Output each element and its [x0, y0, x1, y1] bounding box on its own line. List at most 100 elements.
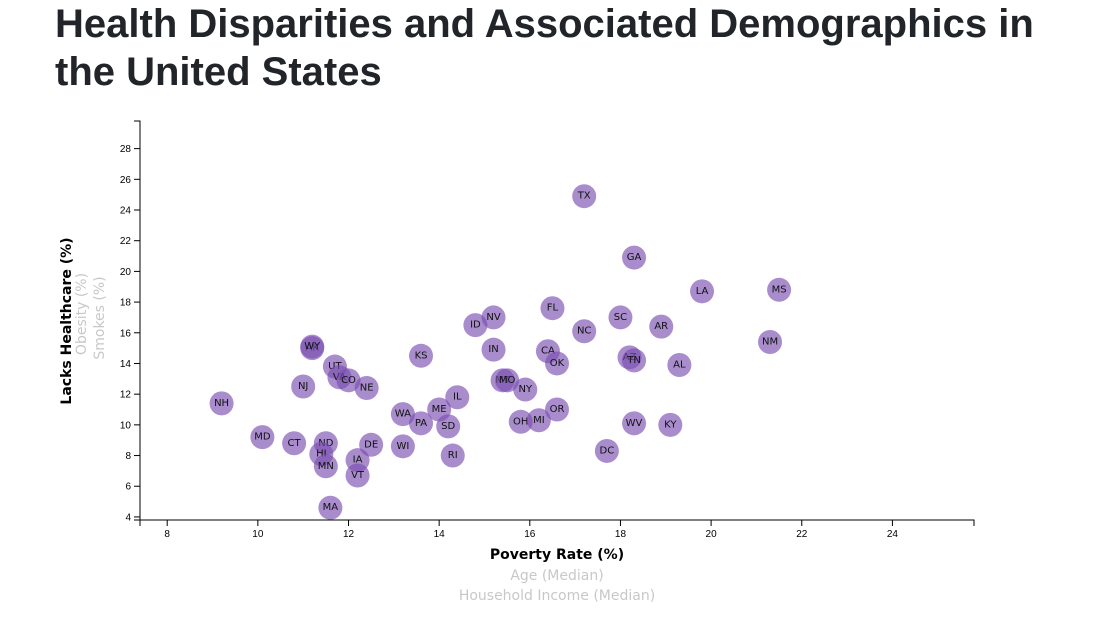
state-point-nh[interactable]: NH [209, 391, 234, 416]
state-point-ok[interactable]: OK [545, 351, 569, 376]
x-label-income[interactable]: Household Income (Median) [459, 588, 655, 604]
state-circle[interactable] [336, 368, 361, 393]
state-point-la[interactable]: LA [690, 279, 715, 304]
x-label-poverty[interactable]: Poverty Rate (%) [490, 547, 624, 563]
state-point-ga[interactable]: GA [622, 245, 647, 270]
state-label: NM [762, 336, 778, 347]
state-point-ms[interactable]: MS [767, 277, 792, 302]
state-circle[interactable] [513, 377, 538, 402]
state-point-md[interactable]: MD [250, 425, 275, 450]
state-point-mn[interactable]: MN [313, 454, 338, 479]
state-point-de[interactable]: DE [359, 432, 384, 457]
state-circle[interactable] [649, 314, 674, 339]
state-point-ar[interactable]: AR [649, 314, 674, 339]
state-circle[interactable] [508, 409, 533, 434]
state-circle[interactable] [409, 411, 434, 436]
state-label: FL [547, 303, 559, 314]
state-circle[interactable] [572, 184, 597, 209]
state-point-wa[interactable]: WA [390, 402, 415, 427]
state-circle[interactable] [572, 319, 597, 344]
state-circle[interactable] [282, 431, 307, 456]
state-point-mi[interactable]: MI [526, 408, 551, 433]
state-circle[interactable] [622, 411, 647, 436]
y-label-healthcare[interactable]: Lacks Healthcare (%) [59, 237, 75, 404]
state-point-wv[interactable]: WV [622, 411, 647, 436]
state-label: MD [254, 432, 271, 443]
x-tick-label: 8 [164, 529, 170, 540]
state-point-mo[interactable]: MO [495, 368, 520, 393]
state-point-ri[interactable]: RI [440, 443, 465, 468]
state-circle[interactable] [354, 376, 379, 401]
state-circle[interactable] [608, 305, 633, 330]
state-circle[interactable] [300, 334, 325, 359]
state-label: WV [626, 418, 643, 429]
x-label-age[interactable]: Age (Median) [510, 568, 603, 584]
state-point-or[interactable]: OR [545, 397, 569, 422]
state-circle[interactable] [540, 296, 565, 321]
state-circle[interactable] [445, 385, 470, 410]
state-circle[interactable] [495, 368, 520, 393]
state-point-nj[interactable]: NJ [291, 374, 316, 399]
state-point-sc[interactable]: SC [608, 305, 633, 330]
state-point-ky[interactable]: KY [658, 412, 683, 437]
state-circle[interactable] [481, 337, 506, 362]
state-circle[interactable] [291, 374, 316, 399]
x-axis-labels: Poverty Rate (%) Age (Median) Household … [459, 547, 655, 604]
state-point-vt[interactable]: VT [345, 463, 370, 488]
y-label-obesity[interactable]: Obesity (%) [74, 273, 90, 355]
state-point-nv[interactable]: NV [481, 305, 506, 330]
state-label: LA [696, 286, 709, 297]
state-circle[interactable] [690, 279, 715, 304]
state-point-ct[interactable]: CT [282, 431, 307, 456]
state-circle[interactable] [758, 329, 783, 354]
state-circle[interactable] [545, 397, 569, 422]
state-point-pa[interactable]: PA [409, 411, 434, 436]
state-point-fl[interactable]: FL [540, 296, 565, 321]
state-circle[interactable] [359, 432, 384, 457]
state-point-ne[interactable]: NE [354, 376, 379, 401]
x-tick-label: 20 [706, 529, 718, 540]
state-point-oh[interactable]: OH [508, 409, 533, 434]
state-circle[interactable] [436, 414, 461, 439]
state-point-wi[interactable]: WI [390, 434, 415, 459]
state-point-ma[interactable]: MA [318, 495, 343, 520]
state-point-sd[interactable]: SD [436, 414, 461, 439]
x-axis: 8 10 12 14 16 18 20 22 24 [139, 519, 975, 540]
state-circle[interactable] [545, 351, 569, 376]
state-point-tn[interactable]: TN [622, 348, 647, 373]
state-circle[interactable] [622, 348, 647, 373]
state-point-co[interactable]: CO [336, 368, 361, 393]
state-circle[interactable] [594, 438, 619, 463]
state-circle[interactable] [526, 408, 551, 433]
x-tick-label: 16 [524, 529, 536, 540]
y-tick-label: 6 [125, 482, 131, 493]
state-point-al[interactable]: AL [667, 353, 692, 378]
state-point-id[interactable]: ID [463, 313, 488, 338]
state-point-tx[interactable]: TX [572, 184, 597, 209]
state-circle[interactable] [409, 343, 434, 368]
state-circle[interactable] [209, 391, 234, 416]
state-circle[interactable] [767, 277, 792, 302]
state-circle[interactable] [345, 463, 370, 488]
state-circle[interactable] [390, 434, 415, 459]
state-circle[interactable] [463, 313, 488, 338]
state-point-il[interactable]: IL [445, 385, 470, 410]
state-point-ny[interactable]: NY [513, 377, 538, 402]
state-circle[interactable] [622, 245, 647, 270]
state-circle[interactable] [390, 402, 415, 427]
state-circle[interactable] [318, 495, 343, 520]
state-point-nc[interactable]: NC [572, 319, 597, 344]
state-circle[interactable] [481, 305, 506, 330]
state-point-in[interactable]: IN [481, 337, 506, 362]
state-point-nm[interactable]: NM [758, 329, 783, 354]
state-label: WY [304, 341, 321, 352]
state-circle[interactable] [440, 443, 465, 468]
state-point-ks[interactable]: KS [409, 343, 434, 368]
state-point-dc[interactable]: DC [594, 438, 619, 463]
state-point-wy[interactable]: WY [300, 334, 325, 359]
state-circle[interactable] [667, 353, 692, 378]
y-label-smokes[interactable]: Smokes (%) [92, 276, 108, 359]
state-circle[interactable] [250, 425, 275, 450]
state-circle[interactable] [313, 454, 338, 479]
state-circle[interactable] [658, 412, 683, 437]
